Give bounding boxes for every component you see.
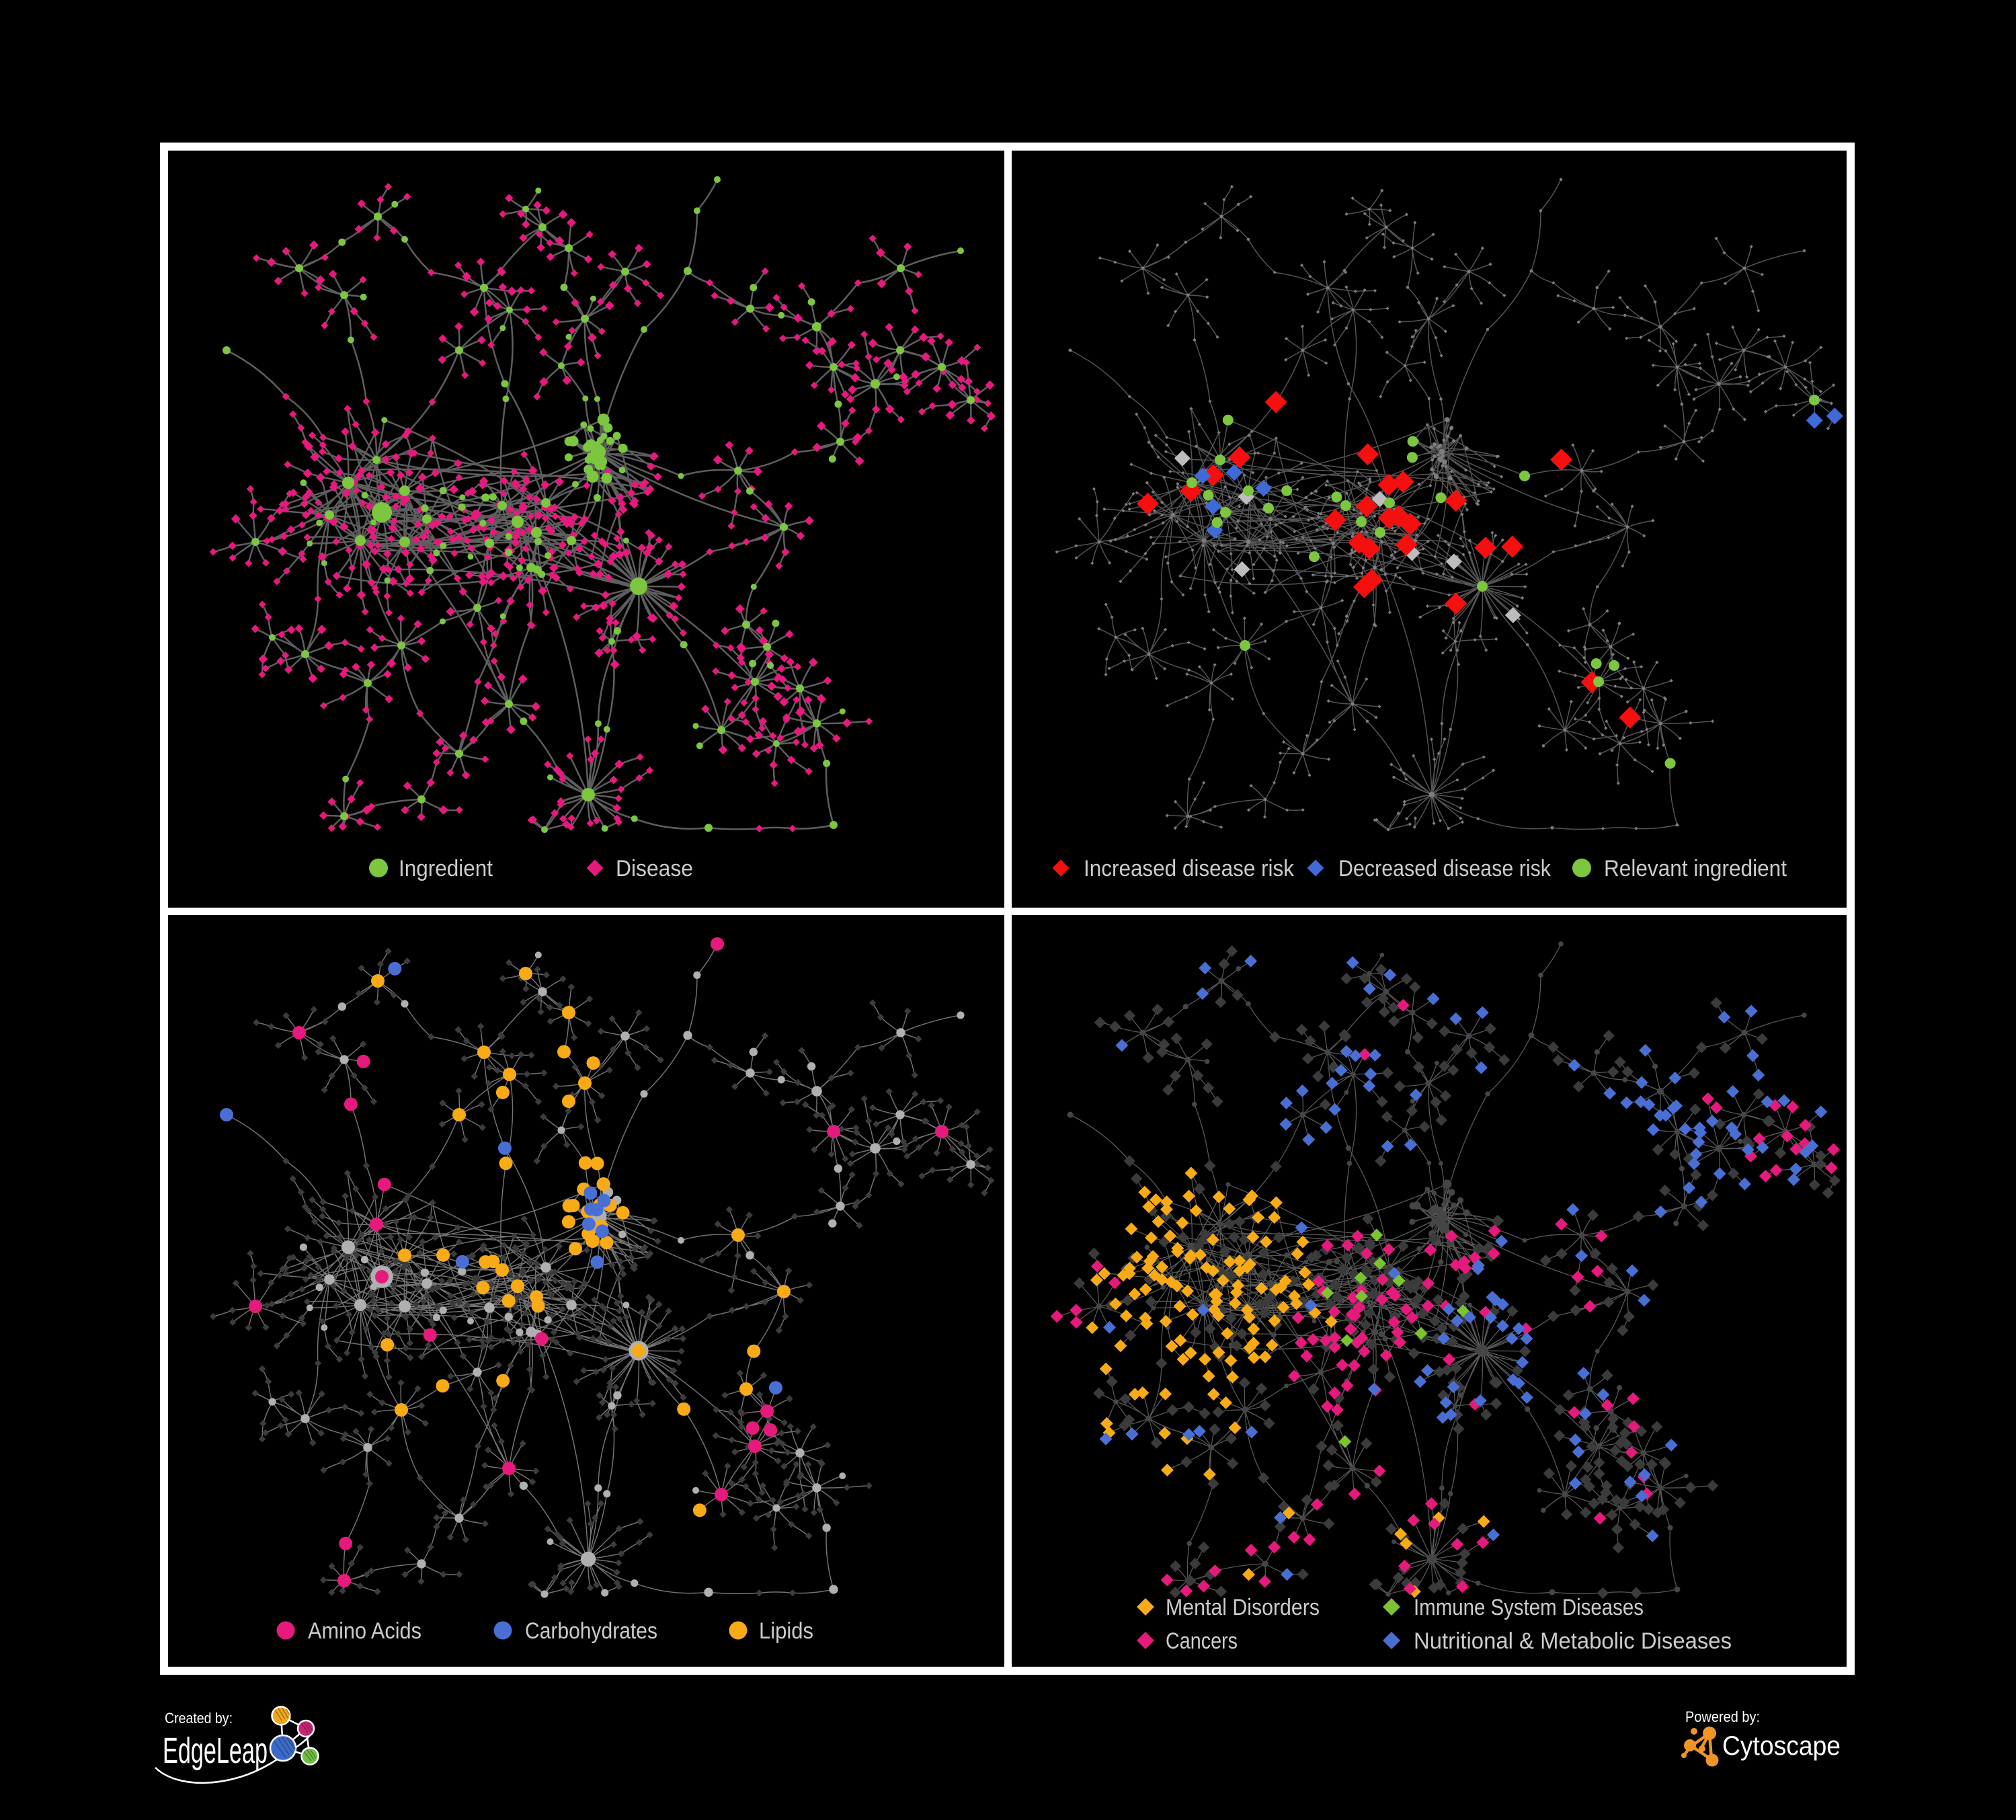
svg-text:Relevant ingredient: Relevant ingredient <box>1604 856 1787 881</box>
svg-text:Ingredient: Ingredient <box>399 856 493 881</box>
svg-text:Cytoscape: Cytoscape <box>1722 1731 1841 1761</box>
svg-text:EdgeLeap: EdgeLeap <box>163 1731 268 1771</box>
svg-text:Cancers: Cancers <box>1166 1628 1238 1654</box>
svg-text:Carbohydrates: Carbohydrates <box>525 1618 657 1644</box>
svg-text:Disease: Disease <box>616 856 693 881</box>
svg-text:Created by:: Created by: <box>165 1710 233 1727</box>
svg-text:Lipids: Lipids <box>759 1618 813 1644</box>
svg-text:Amino Acids: Amino Acids <box>308 1618 421 1644</box>
svg-text:Mental Disorders: Mental Disorders <box>1166 1595 1320 1620</box>
svg-text:Decreased disease risk: Decreased disease risk <box>1338 856 1551 881</box>
svg-text:Immune System Diseases: Immune System Diseases <box>1414 1595 1644 1620</box>
svg-text:Powered by:: Powered by: <box>1685 1708 1760 1725</box>
svg-text:Increased disease risk: Increased disease risk <box>1084 856 1295 881</box>
svg-text:Nutritional & Metabolic Diseas: Nutritional & Metabolic Diseases <box>1414 1628 1732 1654</box>
